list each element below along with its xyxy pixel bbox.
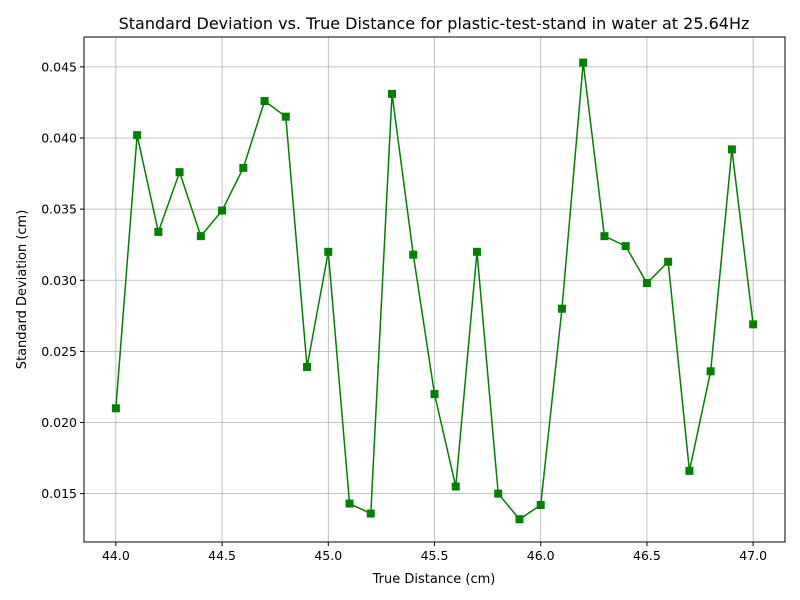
x-tick-label: 44.0 — [102, 548, 130, 563]
data-point — [218, 206, 227, 215]
data-point — [430, 390, 439, 399]
data-point — [642, 279, 651, 288]
data-point — [664, 257, 673, 266]
data-point — [621, 242, 630, 251]
axis-ticks — [80, 66, 754, 546]
y-tick-label: 0.025 — [41, 344, 77, 359]
x-tick-label: 44.5 — [208, 548, 236, 563]
data-point — [303, 363, 312, 372]
x-tick-label: 46.0 — [527, 548, 555, 563]
data-point — [409, 250, 418, 259]
plot-frame — [83, 36, 786, 543]
series — [111, 58, 758, 524]
x-tick-label: 47.0 — [739, 548, 767, 563]
data-point — [749, 320, 758, 329]
data-point — [536, 501, 545, 510]
data-point — [111, 404, 120, 413]
data-point — [196, 232, 205, 241]
data-point — [281, 112, 290, 121]
y-tick-label: 0.020 — [41, 415, 77, 430]
data-point — [175, 168, 184, 177]
data-point — [366, 509, 375, 518]
data-point — [579, 58, 588, 67]
data-point — [324, 247, 333, 256]
y-tick-label: 0.040 — [41, 131, 77, 146]
x-tick-label: 45.0 — [314, 548, 342, 563]
tick-labels: 44.0 44.5 45.0 45.5 46.0 46.5 47.0 0.015 0.020 0.… — [41, 59, 767, 563]
data-point — [260, 97, 269, 106]
data-point — [706, 367, 715, 376]
data-point — [388, 89, 397, 98]
x-axis-label: True Distance (cm) — [372, 572, 496, 587]
data-point — [557, 304, 566, 313]
y-axis-label: Standard Deviation (cm) — [15, 210, 30, 370]
data-point — [494, 489, 503, 498]
data-point — [154, 227, 163, 236]
x-tick-label: 45.5 — [421, 548, 449, 563]
y-tick-label: 0.045 — [41, 59, 77, 74]
data-point — [451, 482, 460, 491]
y-tick-label: 0.030 — [41, 273, 77, 288]
data-point — [515, 515, 524, 524]
data-point — [600, 232, 609, 241]
data-point — [345, 499, 354, 508]
data-point — [239, 163, 248, 172]
grid — [84, 37, 785, 542]
x-tick-label: 46.5 — [633, 548, 661, 563]
data-point — [727, 145, 736, 154]
chart-title: Standard Deviation vs. True Distance for… — [119, 14, 750, 33]
data-point — [133, 131, 142, 140]
y-tick-label: 0.015 — [41, 486, 77, 501]
data-point — [472, 247, 481, 256]
data-point — [685, 466, 694, 475]
y-tick-label: 0.035 — [41, 202, 77, 217]
